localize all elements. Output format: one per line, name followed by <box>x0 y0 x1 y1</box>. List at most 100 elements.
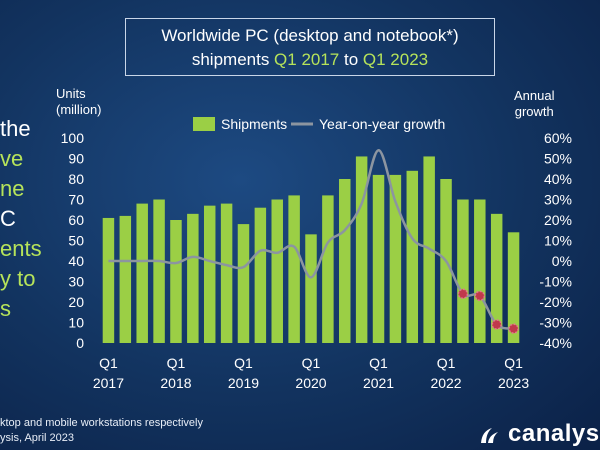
y2-tick-label: -30% <box>539 315 572 331</box>
left-axis-title-line: (million) <box>56 102 102 117</box>
y-tick-label: 20 <box>68 294 84 310</box>
y2-tick-label: 10% <box>544 233 572 249</box>
x-tick-year: 2019 <box>228 375 259 391</box>
x-tick-year: 2018 <box>160 375 191 391</box>
shipment-bar <box>153 199 165 343</box>
x-tick-quarter: Q1 <box>504 355 523 371</box>
shipment-bar <box>507 232 520 343</box>
growth-point-highlight <box>491 319 502 330</box>
x-tick-year: 2017 <box>93 375 124 391</box>
y2-tick-label: -20% <box>539 294 572 310</box>
y-tick-label: 70 <box>68 192 84 208</box>
y2-tick-label: 0% <box>552 253 572 269</box>
legend-swatch-shipments <box>193 117 215 131</box>
shipment-bar <box>457 199 469 343</box>
title-line-2: shipments Q1 2017 to Q1 2023 <box>126 48 494 72</box>
y2-tick-label: -10% <box>539 274 572 290</box>
legend-label-growth: Year-on-year growth <box>319 116 445 132</box>
y-tick-label: 80 <box>68 171 84 187</box>
y2-tick-label: 20% <box>544 212 572 228</box>
y2-tick-label: 40% <box>544 171 572 187</box>
growth-point-highlight <box>508 323 519 334</box>
shipment-bar <box>322 195 334 343</box>
growth-line <box>108 149 514 330</box>
shipment-bar <box>187 213 199 343</box>
left-axis-title-line: Units <box>56 86 86 101</box>
x-tick-quarter: Q1 <box>167 355 186 371</box>
x-axis-ticks: Q1 2017 Q1 2018 Q1 2019 Q1 2020 Q1 2021 Q1 2022 Q1 20… <box>93 355 529 391</box>
bar-series <box>102 156 520 343</box>
x-tick-year: 2020 <box>295 375 326 391</box>
y-axis-ticks: 0 10 20 30 40 50 60 70 80 90 100 <box>61 130 85 351</box>
title-line-1: Worldwide PC (desktop and notebook*) <box>161 26 459 45</box>
source-line: ysis, April 2023 <box>0 432 74 444</box>
side-text-line: ne <box>0 176 25 201</box>
legend-label-shipments: Shipments <box>221 116 287 132</box>
left-axis-title: Units (million) <box>56 86 102 118</box>
shipment-bar <box>119 215 132 343</box>
y2-axis-ticks: -40% -30% -20% -10% 0% 10% 20% 30% 40% 50% 60% <box>539 130 572 351</box>
x-tick-quarter: Q1 <box>302 355 321 371</box>
y2-tick-label: -40% <box>539 335 572 351</box>
logo-text: canalys <box>508 420 600 447</box>
shipment-bar <box>136 203 148 343</box>
title-line-2-prefix: shipments <box>191 50 275 69</box>
growth-point-highlight <box>457 288 469 300</box>
shipment-bar <box>474 199 486 343</box>
shipment-bar <box>271 199 283 343</box>
canalys-logo: canalys <box>478 420 600 448</box>
y-tick-label: 10 <box>68 315 84 331</box>
footnote-line: ktop and mobile workstations respectivel… <box>0 417 203 429</box>
shipment-bar <box>288 195 300 343</box>
title-line-2-mid: to <box>339 50 363 69</box>
growth-point-highlight <box>474 290 486 302</box>
shipment-bar <box>170 220 182 343</box>
side-text-line: s <box>0 296 11 321</box>
chart-title: Worldwide PC (desktop and notebook*) shi… <box>125 18 495 76</box>
y2-tick-label: 30% <box>544 192 572 208</box>
x-tick-year: 2023 <box>498 375 529 391</box>
shipment-bar <box>203 205 216 343</box>
side-text-line: y to <box>0 266 36 291</box>
shipment-bar <box>355 156 368 343</box>
right-axis-title-line: Annual <box>514 88 555 103</box>
shipment-bar <box>305 234 317 343</box>
shipment-bar <box>102 217 115 343</box>
x-tick-quarter: Q1 <box>234 355 253 371</box>
y-tick-label: 100 <box>61 130 85 146</box>
y-tick-label: 40 <box>68 253 84 269</box>
side-text-line: ve <box>0 146 24 171</box>
side-text-line: C <box>0 206 16 231</box>
y-tick-label: 90 <box>68 151 84 167</box>
x-tick-year: 2022 <box>430 375 461 391</box>
growth-line-series <box>108 149 519 334</box>
side-text-line: the <box>0 116 31 141</box>
right-axis-title-line: growth <box>514 104 554 119</box>
side-text-line: ents <box>0 236 42 261</box>
shipment-bar <box>406 170 419 343</box>
y2-tick-label: 60% <box>544 130 572 146</box>
y2-tick-label: 50% <box>544 151 572 167</box>
shipment-bar <box>372 174 385 343</box>
right-axis-title: Annual growth <box>514 88 554 120</box>
y-tick-label: 30 <box>68 274 84 290</box>
shipment-bar <box>339 179 351 343</box>
x-tick-quarter: Q1 <box>99 355 118 371</box>
canalys-logo-icon <box>481 428 498 443</box>
shipment-bar <box>389 174 402 343</box>
legend: Shipments Year-on-year growth <box>193 116 445 132</box>
x-tick-quarter: Q1 <box>369 355 388 371</box>
x-tick-year: 2021 <box>363 375 394 391</box>
shipment-bar <box>220 203 233 343</box>
y-tick-label: 60 <box>68 212 84 228</box>
title-end-period: Q1 2023 <box>362 50 429 69</box>
y-tick-label: 0 <box>76 335 84 351</box>
shipment-bar <box>490 213 503 343</box>
shipment-bar <box>237 224 250 343</box>
y-tick-label: 50 <box>68 233 84 249</box>
title-start-period: Q1 2017 <box>274 50 340 69</box>
shipment-bar <box>254 207 267 343</box>
x-tick-quarter: Q1 <box>437 355 456 371</box>
side-text-fragment: the ve ne C ents y to s <box>0 114 42 324</box>
